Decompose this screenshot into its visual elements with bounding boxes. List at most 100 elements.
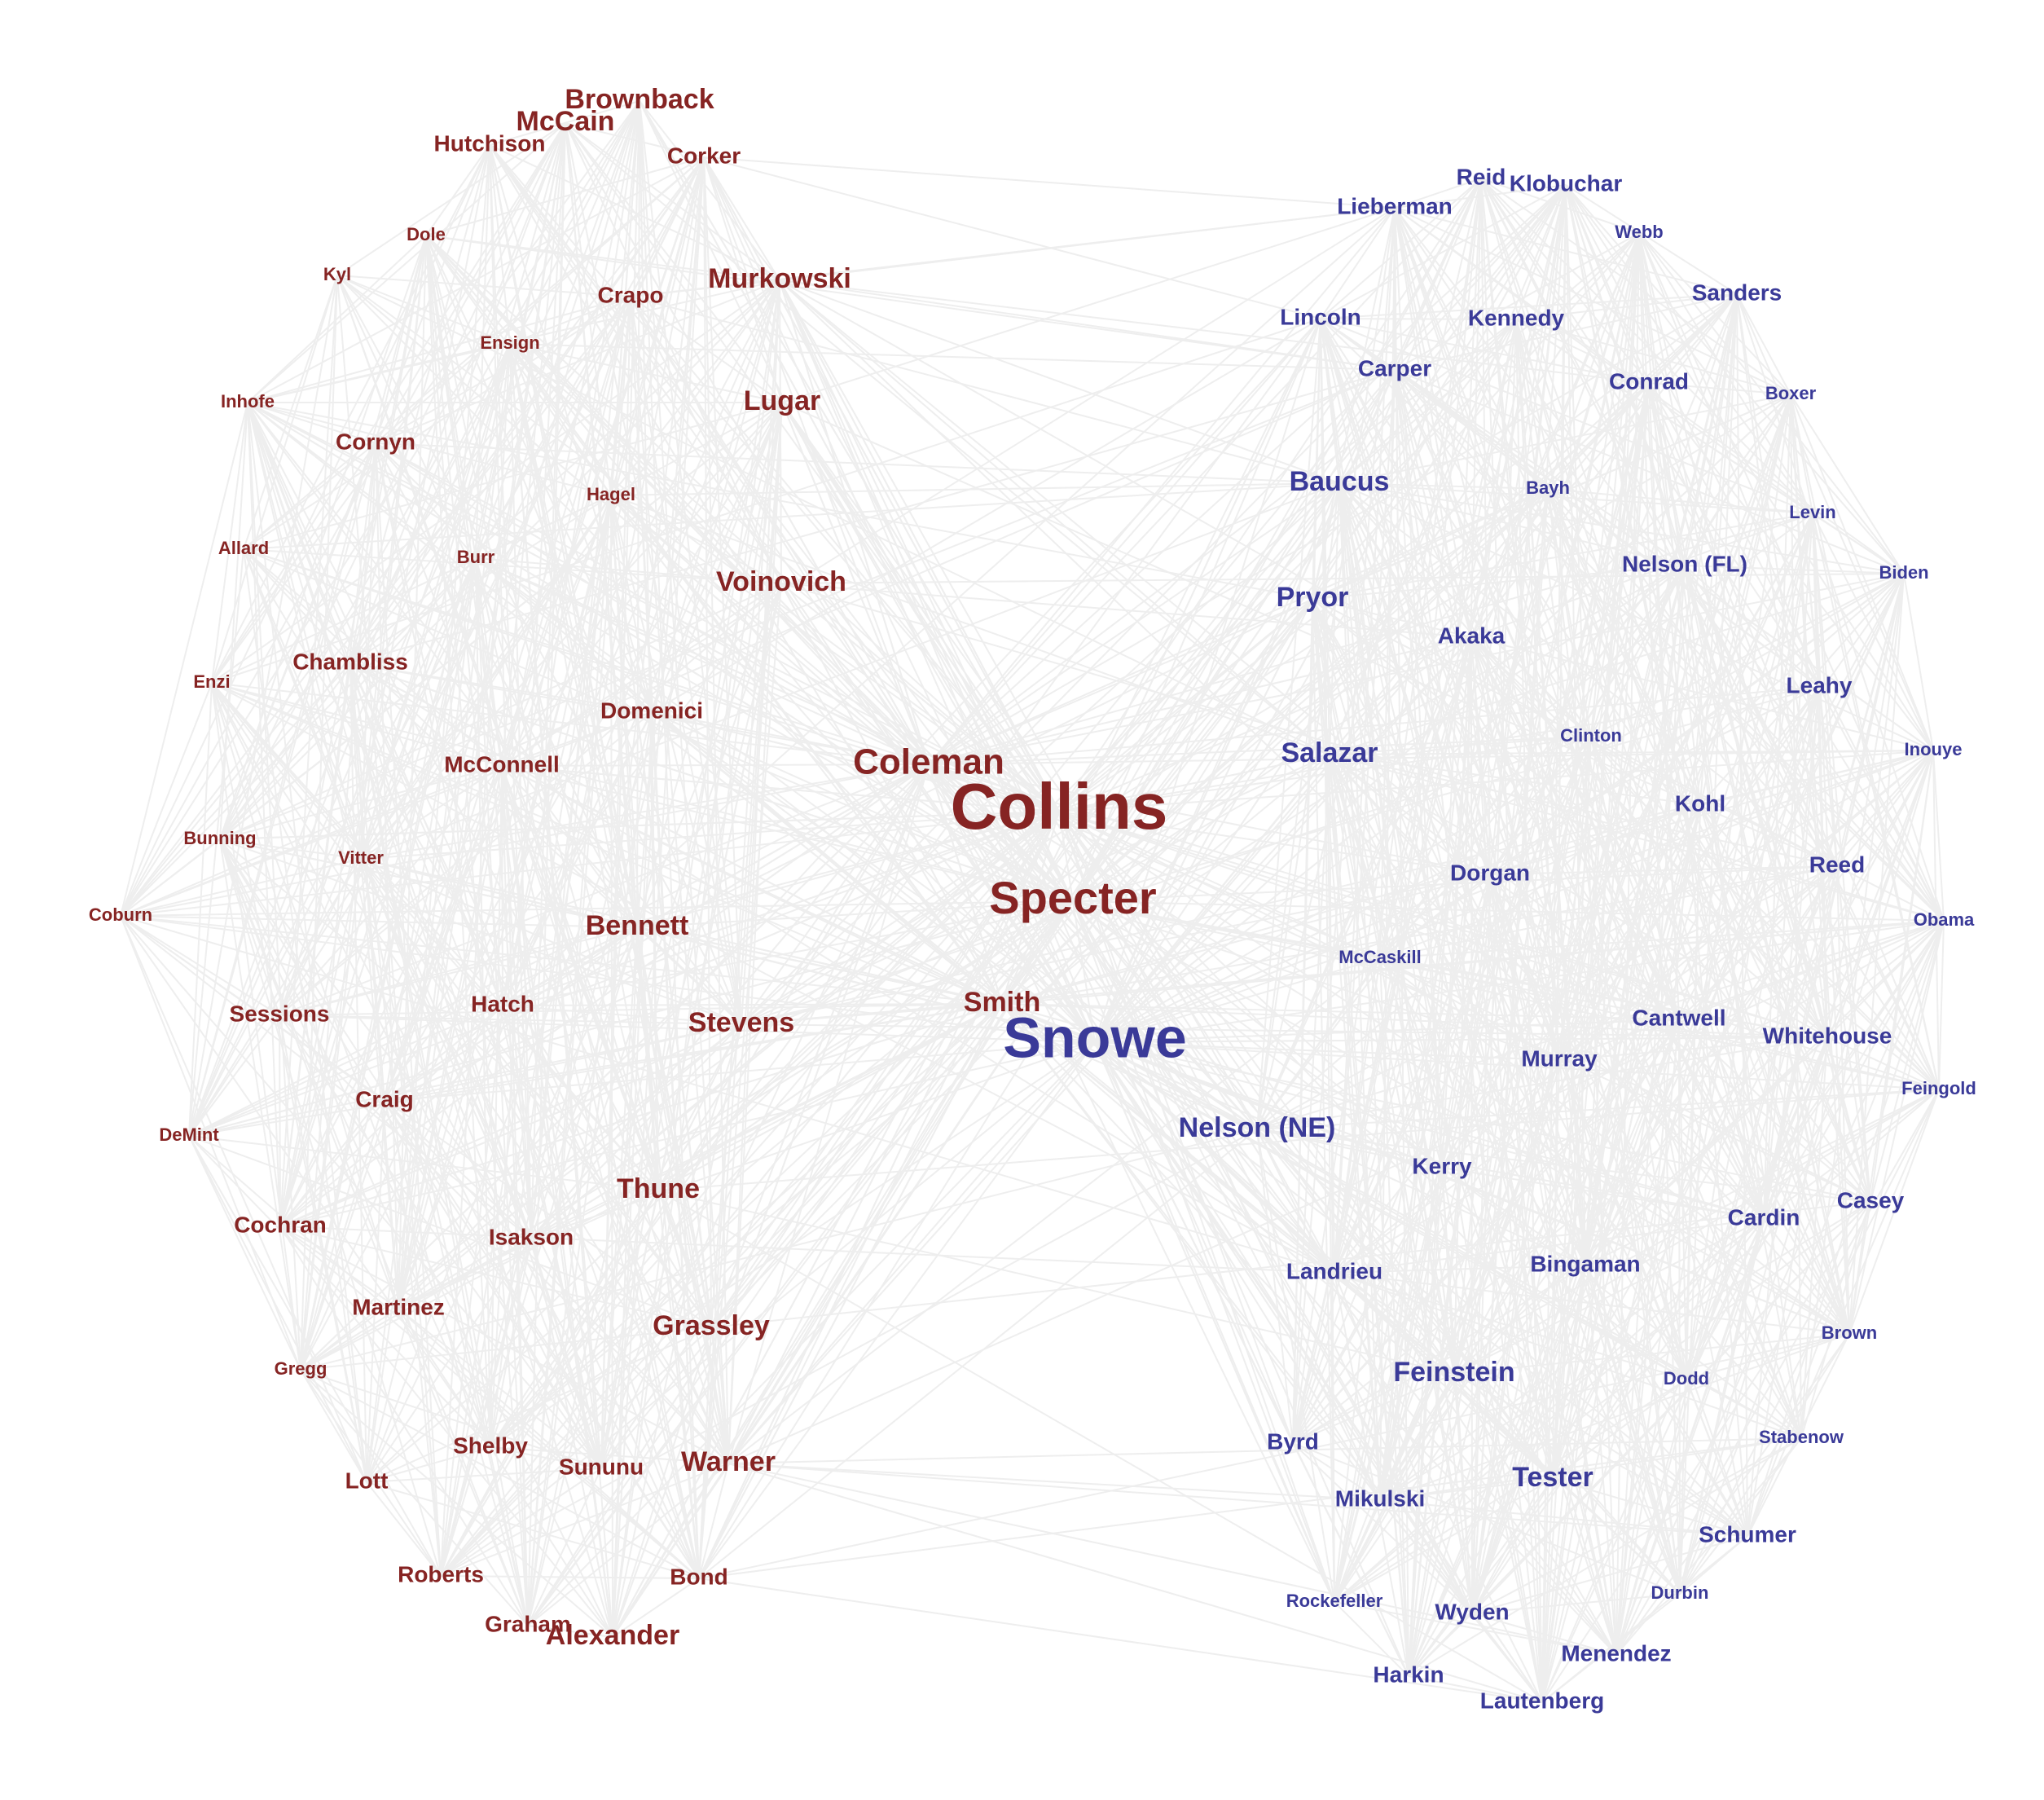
senator-label: Dodd bbox=[1664, 1368, 1709, 1389]
edge bbox=[703, 156, 1321, 319]
edge bbox=[1072, 482, 1340, 902]
senator-label: Coleman bbox=[853, 742, 1004, 782]
edge bbox=[440, 1003, 1003, 1577]
senator-label: Enzi bbox=[193, 671, 230, 692]
edge bbox=[300, 1129, 1258, 1371]
edge bbox=[1379, 232, 1640, 1501]
edge bbox=[1812, 513, 1905, 574]
edge bbox=[530, 1041, 1096, 1239]
edge bbox=[1338, 482, 1934, 751]
edge bbox=[639, 100, 1096, 1043]
edge bbox=[928, 319, 1517, 765]
edge bbox=[610, 495, 1330, 755]
senator-label: Burr bbox=[457, 547, 495, 567]
edge bbox=[1312, 513, 1813, 600]
edge bbox=[1678, 573, 1905, 1020]
senator-label: DeMint bbox=[159, 1124, 219, 1145]
edge bbox=[657, 1190, 700, 1579]
edge bbox=[1256, 1129, 1455, 1375]
edge bbox=[710, 1201, 1871, 1328]
edge bbox=[779, 279, 1258, 1130]
edge bbox=[1585, 1265, 1681, 1595]
edge bbox=[1001, 804, 1701, 1005]
edge bbox=[1848, 920, 1945, 1335]
senator-label: Nelson (NE) bbox=[1179, 1112, 1336, 1143]
edge bbox=[1515, 293, 1738, 320]
edge bbox=[475, 557, 1258, 1130]
edge bbox=[300, 557, 477, 1371]
edge bbox=[612, 598, 1313, 1638]
edge bbox=[727, 1437, 1802, 1464]
edge bbox=[1736, 293, 1934, 751]
edge bbox=[247, 402, 612, 496]
edge bbox=[502, 811, 1060, 1006]
edge bbox=[1848, 1089, 1940, 1335]
senator-label: Webb bbox=[1615, 222, 1663, 242]
edge bbox=[703, 156, 1060, 812]
edge bbox=[1763, 686, 1820, 1220]
edge bbox=[1334, 1218, 1765, 1274]
edge bbox=[741, 1023, 1828, 1038]
edge bbox=[243, 482, 1340, 550]
senator-label: Chambliss bbox=[292, 649, 408, 674]
edge bbox=[1334, 394, 1791, 1603]
edge bbox=[300, 1327, 712, 1371]
edge bbox=[1072, 900, 1945, 922]
edge bbox=[211, 275, 338, 684]
senator-label: Akaka bbox=[1438, 623, 1506, 648]
edge bbox=[219, 369, 1396, 840]
edge bbox=[336, 275, 638, 928]
edge bbox=[741, 482, 1340, 1025]
edge bbox=[1334, 1601, 1409, 1677]
edge bbox=[1001, 318, 1321, 1005]
edge bbox=[211, 682, 700, 1579]
edge bbox=[188, 557, 477, 1137]
edge bbox=[1408, 1675, 1543, 1703]
edge bbox=[1379, 750, 1934, 1501]
edge bbox=[247, 402, 503, 1006]
edge bbox=[527, 1463, 729, 1626]
edge bbox=[300, 1369, 442, 1577]
senator-label: Lugar bbox=[744, 385, 820, 416]
edge bbox=[1001, 293, 1738, 1005]
edge bbox=[120, 557, 477, 917]
edge bbox=[1489, 874, 1681, 1595]
senator-label: Alexander bbox=[546, 1620, 679, 1651]
senator-label: Boxer bbox=[1765, 383, 1817, 403]
senator-label: Specter bbox=[989, 872, 1156, 923]
edge bbox=[349, 369, 1396, 664]
edge bbox=[1334, 1265, 1586, 1274]
senator-label: Graham bbox=[485, 1611, 571, 1636]
edge bbox=[1684, 565, 1905, 574]
edge bbox=[243, 442, 376, 550]
edge bbox=[1001, 874, 1491, 1005]
edge bbox=[120, 900, 1074, 917]
edge bbox=[1329, 565, 1686, 755]
edge bbox=[300, 858, 362, 1371]
edge bbox=[1072, 900, 1681, 1595]
senator-label: Landrieu bbox=[1286, 1258, 1382, 1283]
edge bbox=[188, 1023, 742, 1137]
edge bbox=[1058, 811, 1748, 1537]
edge bbox=[188, 156, 705, 1137]
edge bbox=[698, 598, 1313, 1579]
edge bbox=[188, 122, 566, 1137]
edge bbox=[1334, 1272, 1802, 1439]
edge bbox=[475, 557, 1096, 1043]
edge bbox=[1489, 865, 1838, 875]
senator-label: McCain bbox=[516, 106, 615, 137]
edge bbox=[1790, 394, 1905, 574]
edge bbox=[188, 811, 1060, 1137]
edge bbox=[1338, 319, 1517, 484]
edge bbox=[1826, 1036, 1940, 1090]
edge bbox=[1379, 573, 1905, 959]
edge bbox=[349, 662, 529, 1626]
edge bbox=[490, 1238, 532, 1448]
edge bbox=[1818, 686, 1828, 1038]
edge bbox=[1256, 957, 1381, 1130]
edge bbox=[1256, 920, 1945, 1130]
edge bbox=[630, 207, 1396, 297]
edge bbox=[1489, 874, 1765, 1220]
edge bbox=[440, 1468, 602, 1577]
